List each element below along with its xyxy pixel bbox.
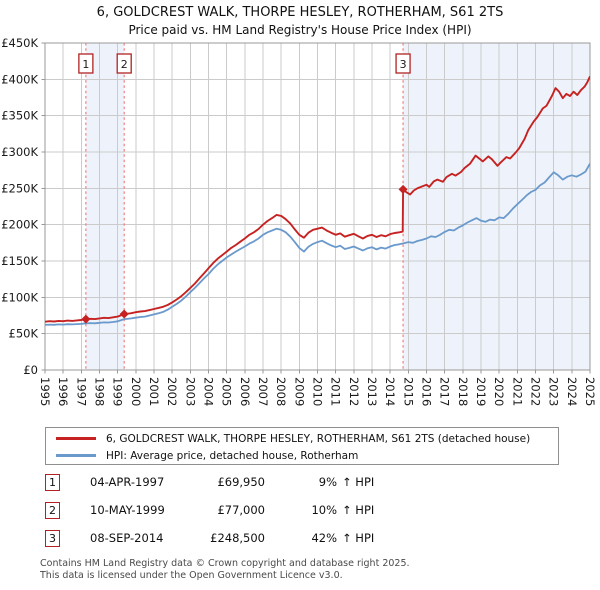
chart-subtitle: Price paid vs. HM Land Registry's House … — [128, 23, 472, 37]
price-chart: £0 £50K £100K £150K £200K £250K £300K £350K £400… — [1, 36, 597, 406]
transaction-row: 2 10-MAY-1999 £77,000 10% ↑ HPI — [40, 502, 580, 522]
plot-border — [41, 42, 591, 374]
transaction-hpi-direction: ↑ HPI — [342, 475, 375, 489]
x-tick-label: 2009 — [292, 377, 306, 406]
x-tick-label: 2002 — [165, 377, 179, 406]
x-tick-label: 2013 — [365, 377, 379, 406]
transaction-hpi-percent: 10% — [311, 503, 337, 517]
transaction-number-badge: 2 — [45, 502, 60, 519]
transaction-number-badge: 3 — [45, 530, 60, 547]
x-tick-label: 2022 — [529, 377, 543, 406]
sale-point-markers — [81, 184, 408, 324]
x-tick-label: 2010 — [311, 377, 325, 406]
x-tick-label: 2015 — [401, 377, 415, 406]
property-price-line — [45, 75, 590, 323]
y-tick-label: £450K — [1, 36, 38, 50]
transaction-hpi-direction: ↑ HPI — [342, 503, 375, 517]
x-tick-label: 1995 — [38, 377, 52, 406]
x-tick-label: 2012 — [347, 377, 361, 406]
legend: 6, GOLDCREST WALK, THORPE HESLEY, ROTHER… — [45, 427, 559, 465]
chart-title: 6, GOLDCREST WALK, THORPE HESLEY, ROTHER… — [96, 5, 504, 20]
sale-badge-box — [78, 53, 94, 74]
hpi-line — [45, 163, 590, 326]
footer-line-1: Contains HM Land Registry data © Crown c… — [40, 558, 410, 569]
sale-diamond — [81, 314, 91, 324]
y-tick-label: £50K — [9, 327, 39, 341]
transaction-number-badge: 1 — [45, 474, 60, 491]
blue-line-swatch — [56, 454, 96, 457]
transaction-hpi-direction: ↑ HPI — [342, 531, 375, 545]
x-tick-label: 2008 — [274, 377, 288, 406]
y-tick-label: £150K — [1, 254, 38, 268]
sale-badge-number: 1 — [82, 58, 89, 71]
transaction-price: £77,000 — [217, 503, 265, 517]
y-tick-label: £250K — [1, 181, 38, 195]
red-line-swatch — [56, 437, 96, 440]
x-tick-label: 2014 — [383, 377, 397, 406]
x-tick-label: 1997 — [74, 377, 88, 406]
sale-badge-number: 2 — [121, 58, 128, 71]
x-tick-label: 2018 — [456, 377, 470, 406]
sale-diamond — [398, 184, 408, 194]
transaction-row: 3 08-SEP-2014 £248,500 42% ↑ HPI — [40, 530, 580, 550]
y-tick-label: £200K — [1, 218, 38, 232]
y-axis-labels: £0 £50K £100K £150K £200K £250K £300K £350K £400… — [1, 36, 38, 377]
transaction-hpi-percent: 9% — [318, 475, 337, 489]
sale-badge-box — [116, 53, 132, 74]
x-tick-label: 2004 — [202, 377, 216, 406]
transaction-hpi-percent: 42% — [311, 531, 337, 545]
transaction-price: £69,950 — [217, 475, 265, 489]
transaction-date: 04-APR-1997 — [90, 475, 165, 489]
y-tick-label: £300K — [1, 145, 38, 159]
license-footer: Contains HM Land Registry data © Crown c… — [40, 558, 410, 581]
sale-badge-box — [395, 53, 411, 74]
x-tick-label: 2011 — [329, 377, 343, 406]
y-tick-label: £0 — [23, 363, 38, 377]
sale-number-badges: 1 2 3 — [78, 53, 411, 74]
sale-diamond — [119, 309, 129, 319]
y-tick-label: £350K — [1, 109, 38, 123]
x-tick-label: 2017 — [438, 377, 452, 406]
legend-item-property: 6, GOLDCREST WALK, THORPE HESLEY, ROTHER… — [56, 430, 558, 447]
y-tick-label: £100K — [1, 290, 38, 304]
legend-item-hpi: HPI: Average price, detached house, Roth… — [56, 447, 558, 464]
x-tick-label: 2005 — [220, 377, 234, 406]
x-tick-label: 2019 — [474, 377, 488, 406]
x-tick-label: 2025 — [583, 377, 597, 406]
x-tick-label: 2016 — [420, 377, 434, 406]
transaction-row: 1 04-APR-1997 £69,950 9% ↑ HPI — [40, 474, 580, 494]
x-axis-labels: 1995 1996 1997 1998 1999 2000 2001 2002 2003 2004… — [38, 377, 597, 406]
x-tick-label: 2001 — [147, 377, 161, 406]
sale-badge-number: 3 — [400, 58, 407, 71]
legend-label-property: 6, GOLDCREST WALK, THORPE HESLEY, ROTHER… — [106, 432, 531, 445]
transaction-date: 08-SEP-2014 — [90, 531, 164, 545]
x-tick-label: 2024 — [565, 377, 579, 406]
y-tick-label: £400K — [1, 72, 38, 86]
series-lines — [45, 75, 590, 326]
gridlines — [44, 42, 591, 371]
transaction-date: 10-MAY-1999 — [90, 503, 165, 517]
x-tick-label: 2021 — [510, 377, 524, 406]
x-tick-label: 2007 — [256, 377, 270, 406]
x-tick-label: 2003 — [183, 377, 197, 406]
legend-label-hpi: HPI: Average price, detached house, Roth… — [106, 449, 359, 462]
x-tick-label: 1998 — [93, 377, 107, 406]
x-tick-label: 2023 — [547, 377, 561, 406]
x-tick-label: 1996 — [56, 377, 70, 406]
x-tick-label: 2020 — [492, 377, 506, 406]
footer-line-2: This data is licensed under the Open Gov… — [40, 569, 343, 581]
x-tick-label: 1999 — [111, 377, 125, 406]
transaction-price: £248,500 — [210, 531, 265, 545]
x-tick-label: 2006 — [238, 377, 252, 406]
x-tick-label: 2000 — [129, 377, 143, 406]
